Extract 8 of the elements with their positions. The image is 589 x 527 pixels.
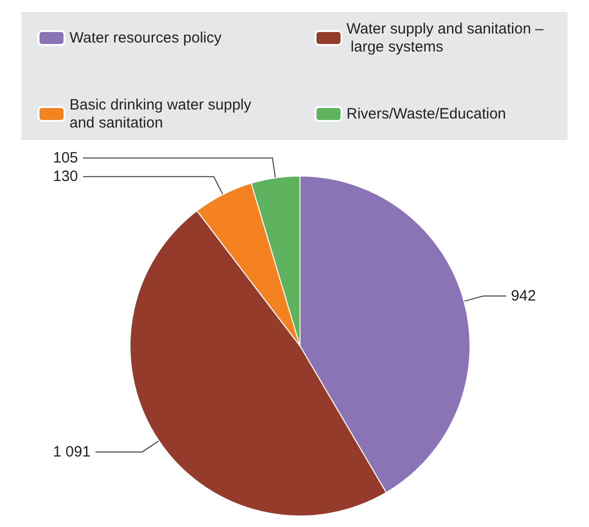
legend-label: Water supply and sanitation – large systems (346, 20, 544, 56)
data-label: 942 (510, 288, 536, 305)
legend-label: Rivers/Waste/Education (346, 106, 506, 122)
data-label: 105 (53, 150, 78, 167)
data-label: 1 091 (53, 443, 91, 460)
legend-label: Water resources policy (70, 30, 222, 46)
data-label: 130 (53, 168, 78, 186)
legend-label: Basic drinking water supply and sanitation (70, 96, 256, 132)
